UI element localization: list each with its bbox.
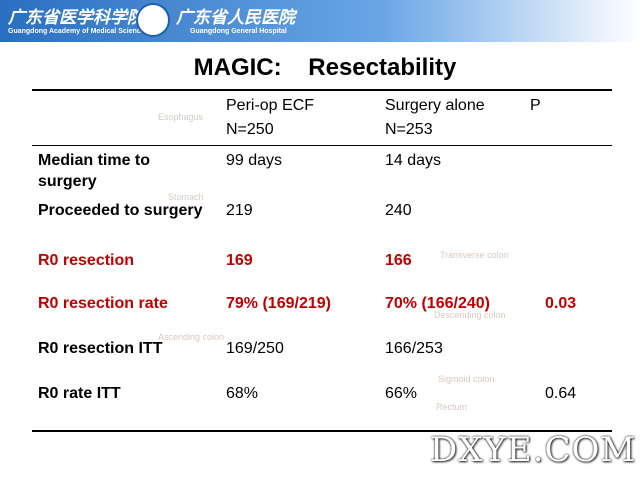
table-cell: R0 resection rate <box>38 295 168 312</box>
background-label: Stomach <box>168 192 204 202</box>
table-cell: 169/250 <box>226 340 284 357</box>
column-header: P <box>530 97 541 114</box>
hospital-emblem <box>136 3 170 37</box>
table-top-rule <box>32 89 612 91</box>
background-label: Transverse colon <box>440 250 509 260</box>
table-cell: 68% <box>226 385 259 402</box>
left-logo-en: Guangdong Academy of Medical Sciences <box>8 28 149 35</box>
slide-title: MAGIC: Resectability <box>193 54 457 81</box>
table-cell: 79% (169/219) <box>226 295 331 312</box>
column-header: Surgery alone <box>385 97 485 114</box>
table-cell: 219 <box>226 202 253 219</box>
table-cell: 166/253 <box>385 340 443 357</box>
table-cell: 14 days <box>385 152 442 169</box>
table-cell: Proceeded to surgery <box>38 202 203 219</box>
column-header: N=253 <box>385 121 433 138</box>
table-cell: 166 <box>385 252 412 269</box>
table-cell: 0.03 <box>545 295 577 312</box>
header-band <box>0 0 640 42</box>
table-cell: 240 <box>385 202 412 219</box>
background-label: Ascending colon <box>158 332 225 342</box>
background-label: Descending colon <box>434 310 506 320</box>
watermark: DXYE.COM <box>430 430 637 470</box>
right-logo-cn: 广东省人民医院 <box>176 8 295 28</box>
table-header-rule <box>32 145 612 146</box>
table-cell: R0 rate ITT <box>38 385 121 402</box>
table-cell: 70% (166/240) <box>385 295 490 312</box>
background-label: Esophagus <box>158 112 204 122</box>
background-label: Rectum <box>436 402 468 412</box>
table-cell: R0 resection ITT <box>38 340 163 357</box>
table-cell: 99 days <box>226 152 283 169</box>
table-bottom-rule <box>32 430 612 432</box>
table-cell: Median time to surgery <box>38 152 151 190</box>
column-header: N=250 <box>226 121 274 138</box>
table-cell: 0.64 <box>545 385 577 402</box>
column-header: Peri-op ECF <box>226 97 315 114</box>
left-logo-cn: 广东省医学科学院 <box>8 8 144 28</box>
background-label: Sigmoid colon <box>438 374 495 384</box>
table-cell: 169 <box>226 252 253 269</box>
table-cell: 66% <box>385 385 418 402</box>
table-cell: R0 resection <box>38 252 135 269</box>
right-logo-en: Guangdong General Hospital <box>190 28 287 35</box>
